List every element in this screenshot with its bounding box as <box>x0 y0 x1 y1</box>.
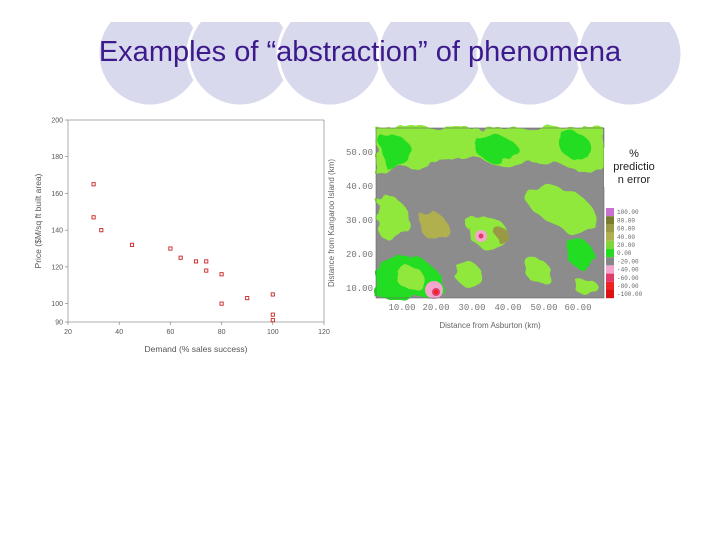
plot-frame <box>67 119 325 323</box>
contour-region <box>576 278 599 297</box>
x-tick-label: 20.00 <box>422 303 449 313</box>
legend-swatch <box>606 290 614 299</box>
data-point <box>219 272 224 277</box>
contour-region <box>456 262 482 287</box>
legend-label: 0.00 <box>617 250 632 257</box>
legend-swatch <box>606 216 614 225</box>
legend-label: -60.00 <box>617 275 639 282</box>
legend-label: -20.00 <box>617 258 639 265</box>
legend-label: 100.00 <box>617 209 639 216</box>
contour-region <box>566 238 595 268</box>
data-point <box>219 301 224 306</box>
contour-hotspot <box>478 233 484 239</box>
y-tick-label: 200 <box>51 118 63 125</box>
x-tick-label: 20 <box>64 329 72 336</box>
prediction-error-label-line: % <box>629 148 639 160</box>
legend-swatch <box>606 224 614 233</box>
y-tick-label: 20.00 <box>346 250 373 260</box>
x-tick-label: 50.00 <box>530 303 557 313</box>
legend-swatch <box>606 281 614 290</box>
data-point <box>99 228 104 233</box>
x-tick-label: 120 <box>318 329 330 336</box>
prediction-error-contour-map: 10.00 20.00 30.00 40.00 50.00 60.00 50.00 40.00… <box>327 127 643 330</box>
x-axis-label: Distance from Asburton (km) <box>439 321 541 330</box>
contour-region <box>376 197 409 240</box>
legend-label: -40.00 <box>617 267 639 274</box>
legend-swatch <box>606 232 614 241</box>
x-tick-label: 10.00 <box>388 303 415 313</box>
data-point <box>270 318 275 323</box>
y-tick-label: 90 <box>55 320 63 327</box>
data-point <box>193 259 199 264</box>
y-tick-label: 10.00 <box>346 284 373 294</box>
data-point <box>270 292 275 297</box>
legend-label: 40.00 <box>617 234 635 241</box>
x-tick-label: 80 <box>218 329 226 336</box>
y-tick-label: 160 <box>51 191 63 198</box>
legend-label: -100.00 <box>617 291 643 298</box>
x-tick-label: 100 <box>267 329 279 336</box>
contour-region <box>396 265 425 291</box>
price-demand-scatter-chart: 20 40 60 80 100 120 200 180 160 140 120 100 90 Demand… <box>33 118 330 355</box>
legend-swatch <box>606 257 614 266</box>
y-tick-label: 50.00 <box>346 148 373 158</box>
legend-label: 20.00 <box>617 242 635 249</box>
legend-swatch <box>606 208 614 217</box>
data-point <box>168 246 173 251</box>
legend-swatch <box>606 273 614 282</box>
legend-swatch <box>606 240 614 249</box>
contour-region <box>476 134 517 163</box>
y-tick-label: 140 <box>51 228 63 235</box>
contour-region <box>561 131 591 160</box>
y-tick-label: 40.00 <box>346 182 373 192</box>
x-axis-label: Demand (% sales success) <box>145 344 248 354</box>
prediction-error-label: % predictio n error <box>604 148 664 187</box>
contour-plot-area <box>375 127 605 299</box>
y-tick-label: 100 <box>51 301 63 308</box>
legend-swatch <box>606 265 614 274</box>
data-point <box>204 259 209 264</box>
legend-label: 80.00 <box>617 217 635 224</box>
contour-hotspot <box>434 290 438 294</box>
data-point <box>178 255 183 260</box>
x-tick-label: 40.00 <box>494 303 521 313</box>
x-tick-label: 40 <box>115 329 123 336</box>
prediction-error-label-line: n error <box>617 174 651 186</box>
data-point <box>270 312 275 317</box>
y-tick-label: 30.00 <box>346 216 373 226</box>
prediction-error-label-line: predictio <box>613 161 655 173</box>
legend-label: 60.00 <box>617 226 635 233</box>
x-tick-label: 30.00 <box>458 303 485 313</box>
data-point <box>91 215 96 220</box>
y-axis-label: Distance from Kangaroo Island (km) <box>327 159 336 287</box>
legend-label: -80.00 <box>617 283 639 290</box>
contour-region <box>378 134 411 168</box>
decorative-circles <box>0 0 720 108</box>
data-point <box>91 182 96 187</box>
y-tick-label: 120 <box>51 264 63 271</box>
data-point <box>129 242 135 247</box>
x-tick-label: 60.00 <box>564 303 591 313</box>
legend-swatch <box>606 249 614 258</box>
y-axis-label: Price ($M/sq ft built area) <box>33 173 43 268</box>
slide-title: Examples of “abstraction” of phenomena <box>98 36 622 68</box>
contour-region <box>526 258 550 284</box>
contour-region <box>496 228 510 244</box>
data-point <box>204 268 209 273</box>
contour-axes: 10.00 20.00 30.00 40.00 50.00 60.00 50.00 40.00… <box>327 148 592 330</box>
data-point <box>245 296 250 301</box>
contour-region <box>526 186 597 235</box>
y-tick-label: 180 <box>51 154 63 161</box>
contour-region <box>421 212 447 241</box>
x-tick-label: 60 <box>167 329 175 336</box>
